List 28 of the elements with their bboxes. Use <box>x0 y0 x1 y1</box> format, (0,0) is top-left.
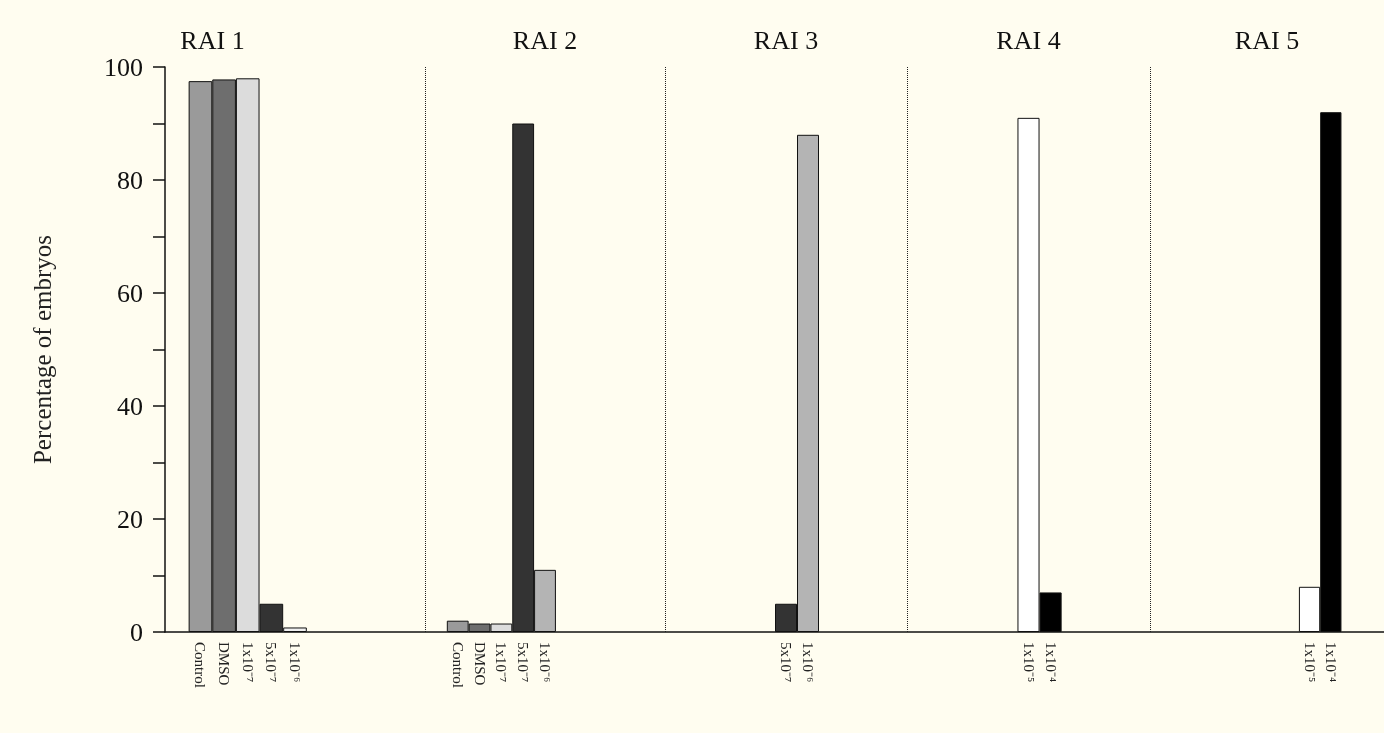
x-tick-label: Control <box>449 642 466 688</box>
chart-title: RAI 5 <box>1234 25 1300 55</box>
x-tick-label: 1x10⁻⁷ <box>493 642 510 683</box>
y-tick-label: 20 <box>117 504 143 534</box>
y-tick-label: 0 <box>130 617 143 647</box>
x-tick-label: DMSO <box>471 642 488 686</box>
x-tick-label: 5x10⁻⁷ <box>778 642 794 683</box>
y-tick-label: 100 <box>104 52 143 82</box>
y-axis-title: Percentage of embryos <box>29 234 56 465</box>
chart-title: RAI 3 <box>753 25 819 55</box>
chart-title: RAI 1 <box>180 25 245 55</box>
x-tick-label: 1x10⁻⁶ <box>287 642 303 683</box>
y-tick-label: 40 <box>117 391 143 421</box>
x-tick-label: 1x10⁻⁷ <box>239 642 256 683</box>
x-tick-label: 1x10⁻⁴ <box>1322 642 1339 683</box>
x-tick-label: 1x10⁻⁶ <box>800 642 816 683</box>
x-tick-label: 1x10⁻⁴ <box>1042 642 1059 683</box>
chart-title: RAI 4 <box>996 25 1061 55</box>
x-tick-label: Control <box>192 642 209 688</box>
x-tick-label: DMSO <box>216 642 233 686</box>
y-tick-label: 60 <box>117 278 143 308</box>
y-tick-label: 80 <box>117 165 143 195</box>
chart-title: RAI 2 <box>512 25 578 55</box>
x-tick-label: 1x10⁻⁵ <box>1301 642 1318 683</box>
x-tick-label: 1x10⁻⁵ <box>1020 642 1037 683</box>
x-tick-label: 1x10⁻⁶ <box>537 642 553 683</box>
x-tick-label: 5x10⁻⁷ <box>263 642 280 683</box>
x-tick-label: 5x10⁻⁷ <box>515 642 532 683</box>
